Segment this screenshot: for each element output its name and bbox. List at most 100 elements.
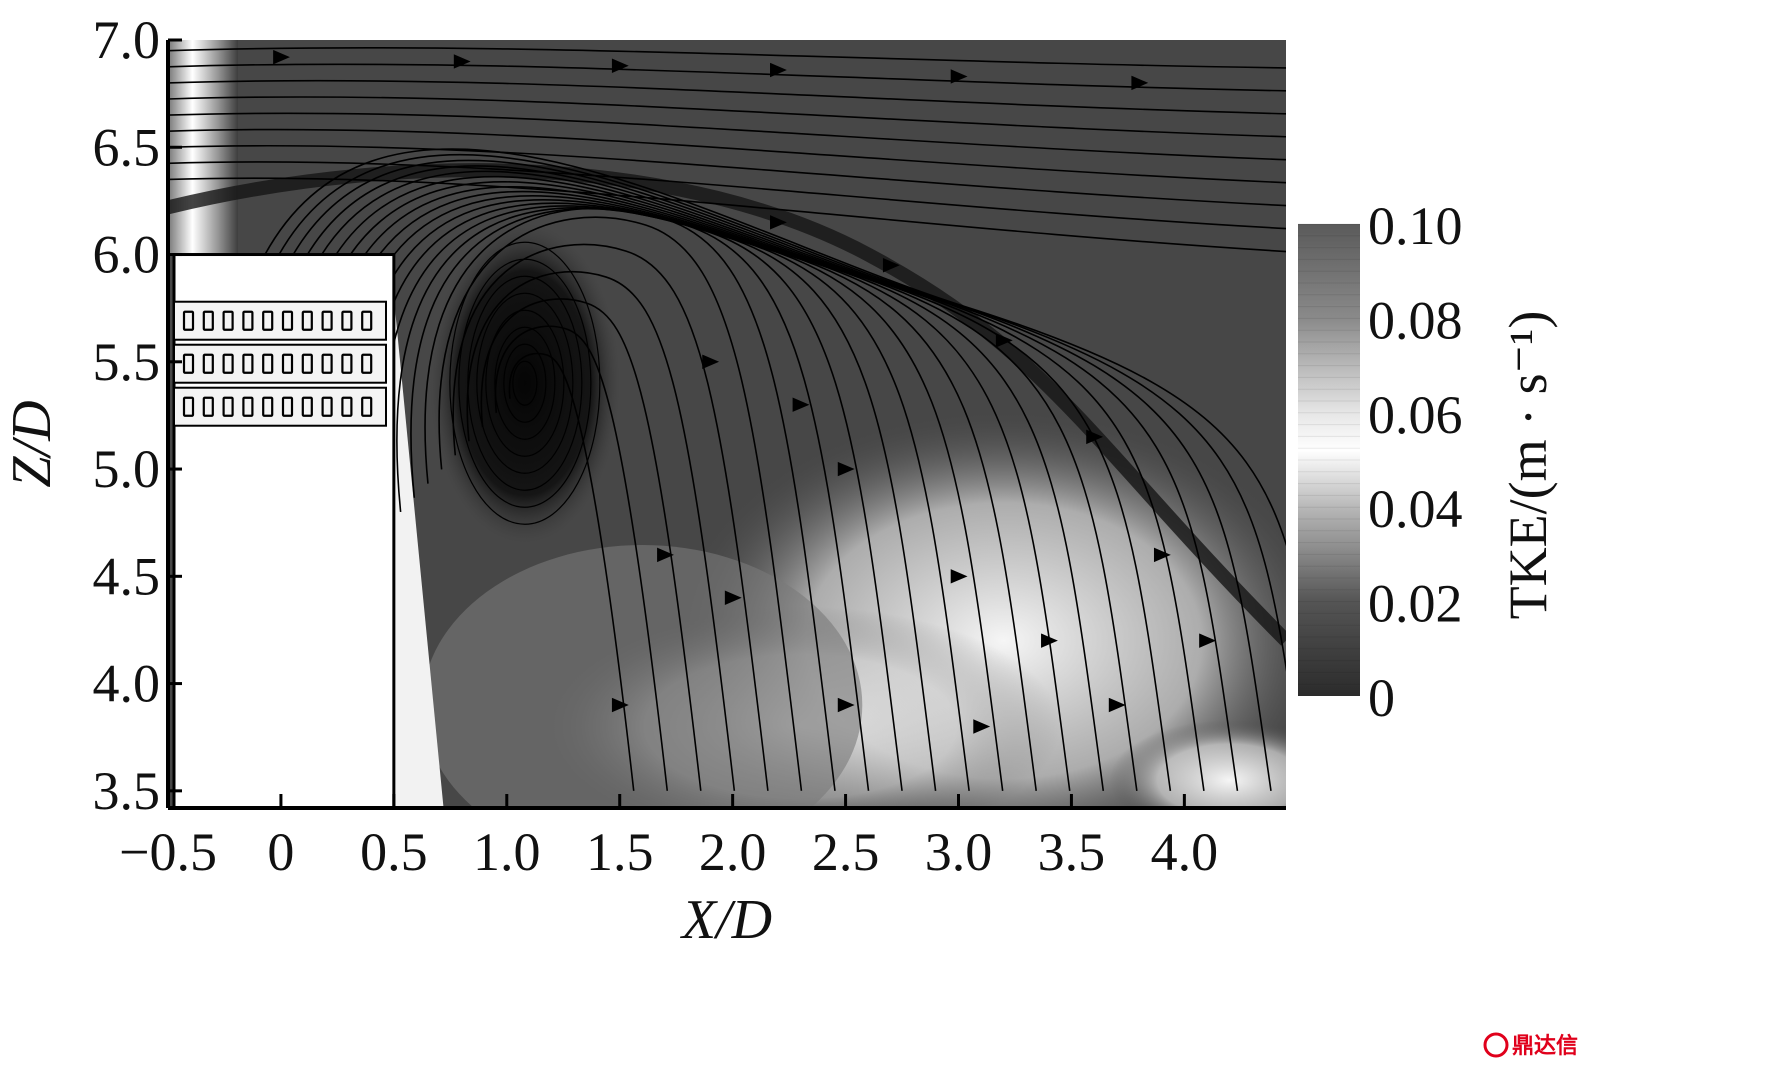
y-tick-label: 4.5 [93,546,161,606]
wake-gap [393,297,444,808]
tke-corner-region [1109,720,1286,808]
streamline-arrow [995,333,1013,348]
watermark-logo-icon [1483,1032,1509,1058]
y-tick-label: 3.5 [93,761,161,821]
vortex-ring [476,292,574,474]
streamline-arrow [702,354,720,370]
colorbar-tick-label: 0.06 [1368,385,1463,445]
streamline-arrow [1041,633,1058,648]
streamline-arrow [611,58,629,73]
streamline [168,128,1286,184]
watermark-text: 鼎达信 [1512,1033,1578,1059]
window [341,310,353,331]
vortex-ring [485,309,565,457]
x-tick-label: 4.0 [1151,822,1219,882]
x-tick-label: 0 [267,822,294,882]
window [341,396,353,417]
streamline [213,148,1286,697]
vortex-ring [449,241,601,525]
window [262,396,274,417]
streamline [168,161,1286,230]
streamline-arrow [1131,75,1149,91]
streamline-arrow [837,697,855,713]
streamline-arrow [657,547,674,563]
window [182,353,195,374]
streamlines [168,46,1286,791]
window [361,396,373,417]
window [281,353,294,374]
streamline-arrow [973,719,991,734]
window [242,396,254,417]
window [242,310,254,331]
streamline [168,112,1286,161]
window [281,310,294,331]
streamline-arrow [724,590,742,605]
tke-gray-band [422,545,863,808]
streamline-arrow [453,54,471,69]
window [321,353,333,374]
streamline [480,298,702,791]
streamline-arrow [611,697,629,713]
x-tick-label: 3.5 [1038,822,1106,882]
streamline-arrow [1153,547,1171,563]
window [182,396,195,417]
window [361,353,373,374]
building [172,253,396,810]
y-tick-label: 5.5 [93,332,161,392]
colorbar-tick-label: 0.08 [1368,290,1463,350]
y-axis-label: Z/D [1,400,63,487]
streamline [168,96,1286,138]
x-tick-label: 1.5 [586,822,654,882]
vortex-ring [494,326,556,440]
x-tick-label: 3.0 [925,822,993,882]
window [281,396,294,417]
window [321,396,333,417]
plot-area [168,40,1286,810]
y-tick-label: 4.0 [93,654,161,714]
streamline [168,46,1286,69]
window [222,310,234,331]
x-tick-label: 2.0 [699,822,767,882]
vortex-ring [458,258,592,508]
axes: −0.5 0 0.5 1.0 1.5 2.0 2.5 3.0 3.5 4.0 3.5 4.0 4.5 5.… [1,10,1286,951]
window [321,310,333,331]
streamline-arrow [273,49,290,65]
y-tick-label: 5.0 [93,439,161,499]
colorbar: 0 0.02 0.04 0.06 0.08 0.10 TKE/(m · s⁻¹) [1298,196,1558,728]
colorbar-tick-label: 0.04 [1368,479,1463,539]
window-band [173,343,387,384]
field-layer [168,40,1286,808]
window [182,310,195,331]
streamline-arrow [1199,633,1216,648]
streamline-arrow [770,62,787,78]
colorbar-label: TKE/(m · s⁻¹) [1498,311,1558,620]
streamline-arrow [882,258,900,273]
window [202,396,214,417]
x-axis-label: X/D [680,889,772,951]
streamline-arrow [950,569,968,584]
vortex-ring [512,360,538,406]
vortex-ring [467,275,583,491]
colorbar-bar [1298,224,1360,696]
window-band [173,386,387,427]
window [301,396,313,417]
colorbar-tick-label: 0 [1368,668,1395,728]
streamline-arrow [770,215,787,230]
streamline [494,325,669,791]
window [202,310,214,331]
watermark: 鼎达信 [1483,1032,1578,1059]
vortex-ring [503,343,547,423]
streamline [168,144,1286,207]
window [242,353,254,374]
streamline-arrow [1108,697,1126,713]
x-tick-label: 1.0 [473,822,541,882]
window [222,353,234,374]
x-tick-label: 0.5 [360,822,428,882]
window [301,353,313,374]
y-tick-label: 6.5 [93,117,161,177]
shear-layer [168,163,1286,646]
window-band [173,300,387,341]
y-tick-label: 7.0 [93,10,161,70]
streamline [466,270,736,791]
window [222,396,234,417]
